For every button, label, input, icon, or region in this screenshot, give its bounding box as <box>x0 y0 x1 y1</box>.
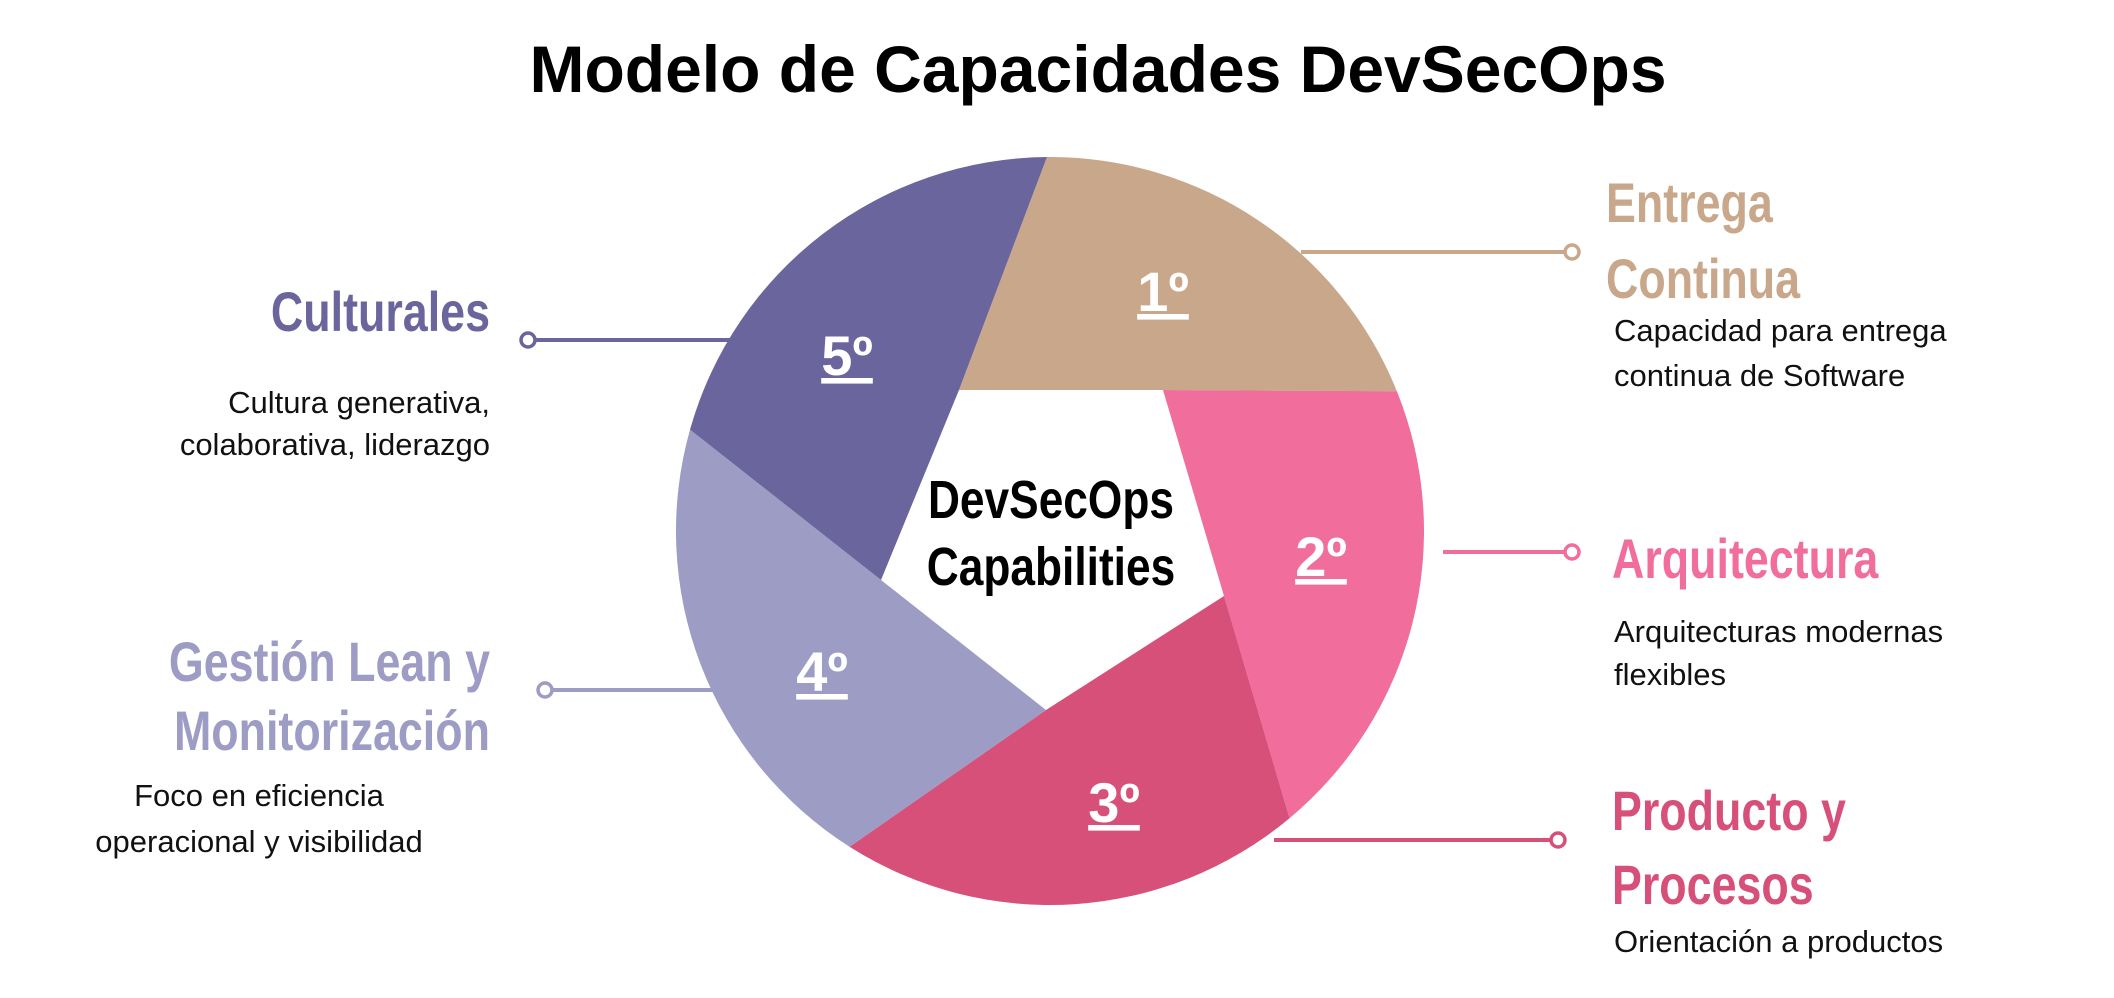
capability-heading: Gestión Lean y <box>169 630 490 693</box>
capability-description: colaborativa, liderazgo <box>180 427 490 462</box>
capability-heading: Culturales <box>271 280 490 343</box>
capability-heading: Procesos <box>1612 853 1814 916</box>
connector-dot-icon <box>1563 243 1581 261</box>
segment-rank-4: 4º <box>796 640 848 703</box>
capability-description: Capacidad para entrega <box>1614 313 1947 348</box>
page-title: Modelo de Capacidades DevSecOps <box>529 32 1666 106</box>
capability-heading: Continua <box>1606 247 1801 310</box>
capability-heading: Monitorización <box>174 699 490 762</box>
capability-label-3: Producto y Procesos Orientación a producto… <box>1274 779 1943 959</box>
capability-description: Foco en eficiencia <box>134 778 385 813</box>
capability-description: flexibles <box>1614 657 1726 692</box>
segment-1 <box>959 157 1397 392</box>
center-label-line2: Capabilities <box>927 537 1175 597</box>
segment-rank-2: 2º <box>1295 525 1347 588</box>
capability-wheel: 1º 2º 3º 4º 5º <box>676 157 1425 905</box>
capability-description: Arquitecturas modernas <box>1614 614 1943 649</box>
connector-dot-icon <box>519 331 537 349</box>
segment-rank-5: 5º <box>821 324 873 387</box>
connector-dot-icon <box>1549 831 1567 849</box>
capability-description: Orientación a productos <box>1614 924 1943 959</box>
connector-dot-icon <box>1563 543 1581 561</box>
capability-label-5: Culturales Cultura generativa, colaborativ… <box>180 280 738 462</box>
center-label-line1: DevSecOps <box>928 470 1174 530</box>
segment-4 <box>676 429 1046 847</box>
capability-label-2: Arquitectura Arquitecturas modernas flexib… <box>1443 527 1943 692</box>
segment-5 <box>690 157 1047 581</box>
capability-heading: Arquitectura <box>1612 527 1879 590</box>
capability-description: operacional y visibilidad <box>95 824 422 859</box>
segment-3 <box>849 596 1290 905</box>
connector-dot-icon <box>536 681 554 699</box>
segment-rank-3: 3º <box>1088 771 1140 834</box>
capability-heading: Entrega <box>1606 171 1773 234</box>
capability-description: Cultura generativa, <box>228 385 490 420</box>
segment-rank-1: 1º <box>1137 260 1189 323</box>
capability-description: continua de Software <box>1614 358 1905 393</box>
capability-heading: Producto y <box>1612 779 1846 842</box>
segment-2 <box>1163 390 1425 819</box>
